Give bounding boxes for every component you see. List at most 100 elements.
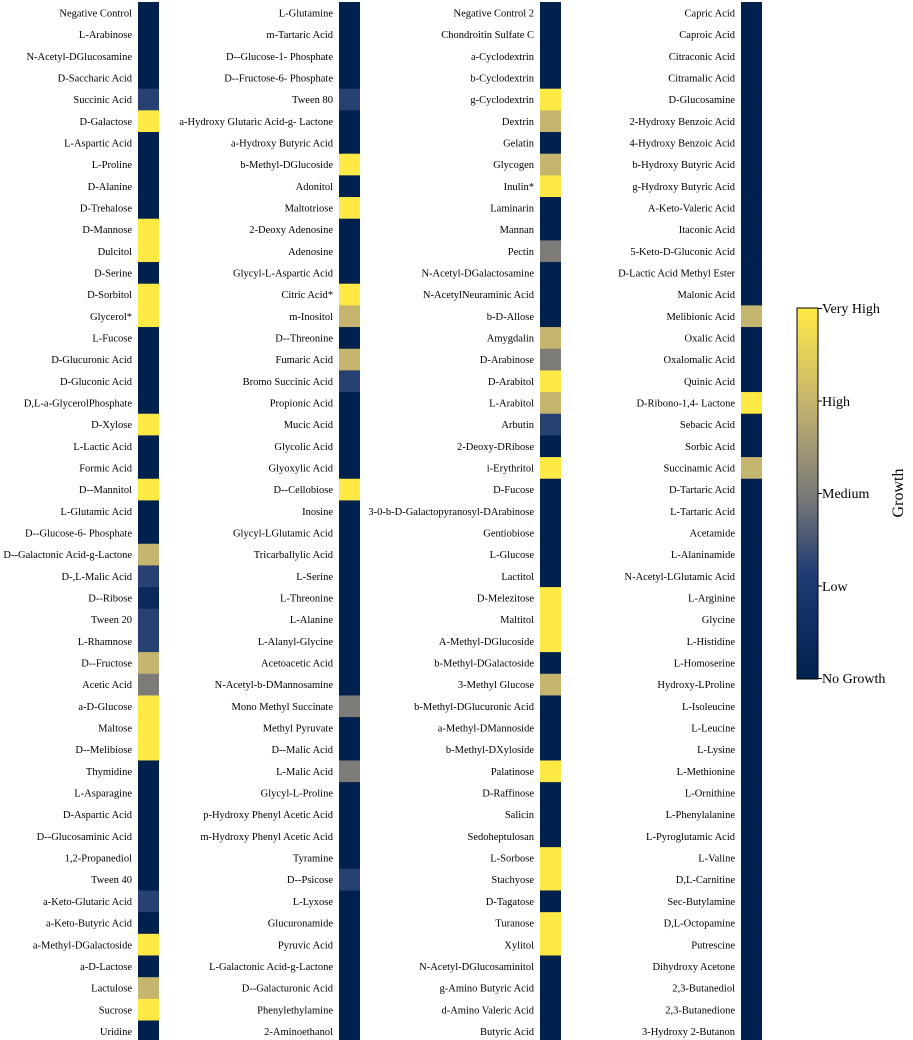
row-label: Acetic Acid (82, 680, 133, 691)
heatmap-cell (138, 825, 159, 848)
heatmap-cell (138, 565, 159, 588)
heatmap-cell (741, 218, 762, 241)
heatmap-cell (741, 67, 762, 90)
heatmap-cell (741, 868, 762, 891)
heatmap-cell (540, 977, 561, 1000)
heatmap-cell (540, 695, 561, 718)
row-label: Negative Control 2 (454, 8, 534, 19)
heatmap-cell (741, 240, 762, 263)
row-label: g-Amino Butyric Acid (440, 984, 535, 995)
heatmap-cell (138, 197, 159, 220)
row-label: D-Galactose (80, 117, 133, 128)
heatmap-cell (138, 435, 159, 458)
row-label: Propionic Acid (270, 399, 334, 410)
colorbar-gradient (796, 307, 819, 680)
heatmap-cell (741, 998, 762, 1021)
row-label: Oxalic Acid (685, 333, 736, 344)
row-label: D-Xylose (91, 420, 132, 431)
row-label: L-Galactonic Acid-g-Lactone (209, 962, 333, 973)
heatmap-cell (339, 543, 360, 566)
row-label: Glucuronamide (268, 919, 334, 930)
row-label: Thymidine (86, 767, 132, 778)
heatmap-cell (339, 327, 360, 350)
heatmap-columns: Negative Control L-Arabinose N-Acetyl-DGlu… (3, 2, 762, 1040)
row-label: Arbutin (501, 420, 534, 431)
heatmap-cell (540, 392, 561, 415)
heatmap-cell (339, 240, 360, 263)
heatmap-cell (741, 88, 762, 111)
heatmap-cell (339, 630, 360, 653)
row-label: A-Keto-Valeric Acid (648, 203, 736, 214)
heatmap-cell (138, 153, 159, 176)
row-label: L-Glucose (490, 550, 535, 561)
heatmap-cell (138, 587, 159, 610)
heatmap-cell (741, 522, 762, 545)
row-label: m-Hydroxy Phenyl Acetic Acid (200, 832, 333, 843)
row-label: D--Mannitol (79, 485, 132, 496)
row-label: Oxalomalic Acid (664, 355, 736, 366)
heatmap-cell (138, 998, 159, 1021)
row-label: Butyric Acid (480, 1027, 535, 1038)
row-label: L-Phenylalanine (666, 810, 736, 821)
row-label: D,L-Carnitine (676, 875, 736, 886)
heatmap-cell (339, 392, 360, 415)
heatmap-cell (741, 977, 762, 1000)
row-label: Turanose (495, 919, 534, 930)
row-label: Itaconic Acid (679, 225, 736, 236)
colorbar-label-medium: Medium (822, 487, 870, 502)
heatmap-cell (741, 45, 762, 68)
heatmap-cell (138, 1020, 159, 1040)
row-label: L-Alaninamide (671, 550, 735, 561)
row-label: Tween 20 (91, 615, 132, 626)
row-label: D-Serine (94, 268, 132, 279)
heatmap-cell (540, 847, 561, 870)
heatmap-cell (741, 435, 762, 458)
heatmap-cell (741, 955, 762, 978)
row-label: D-Raffinose (482, 789, 534, 800)
row-label: Gelatin (503, 138, 535, 149)
heatmap-cell (138, 240, 159, 263)
row-label: D-Melezitose (477, 594, 534, 605)
heatmap-cell (138, 673, 159, 696)
row-label: D-Saccharic Acid (58, 73, 133, 84)
row-label: Sorbic Acid (685, 442, 736, 453)
heatmap-cell (138, 955, 159, 978)
row-label: 2,3-Butanedione (665, 1005, 735, 1016)
row-label: L-Histidine (687, 637, 736, 648)
heatmap-cell (540, 955, 561, 978)
row-label: 2-Deoxy-DRibose (457, 442, 534, 453)
row-label: Glycogen (493, 160, 535, 171)
heatmap-cell (339, 132, 360, 155)
row-label: b-D-Allose (487, 312, 535, 323)
row-label: D-Glucosamine (669, 95, 736, 106)
heatmap-cell (540, 153, 561, 176)
row-label: b-Methyl-DGlucoside (240, 160, 333, 171)
row-label: Tyramine (293, 854, 333, 865)
row-label: D-Tartaric Acid (669, 485, 736, 496)
heatmap-cell (138, 457, 159, 480)
row-label: N-Acetyl-b-DMannosamine (215, 680, 334, 691)
row-label: D--Fructose (81, 659, 132, 670)
heatmap-cell (540, 348, 561, 371)
heatmap-cell (138, 652, 159, 675)
row-label: L-Malic Acid (276, 767, 334, 778)
heatmap-cell (339, 977, 360, 1000)
row-label: Methyl Pyruvate (263, 724, 334, 735)
row-label: Sec-Butylamine (667, 897, 735, 908)
row-label: D--Fructose-6- Phosphate (224, 73, 333, 84)
row-label: Mono Methyl Succinate (232, 702, 334, 713)
heatmap-cell (741, 175, 762, 198)
row-label: m-Tartaric Acid (266, 30, 333, 41)
row-label: Amygdalin (487, 333, 535, 344)
heatmap-cell (339, 695, 360, 718)
heatmap-cell (540, 88, 561, 111)
heatmap-cell (339, 565, 360, 588)
heatmap-cell (540, 327, 561, 350)
row-label: L-Homoserine (674, 659, 736, 670)
heatmap-cell (540, 565, 561, 588)
row-label: D--Galactonic Acid-g-Lactone (3, 550, 132, 561)
row-label: 3-Methyl Glucose (458, 680, 534, 691)
heatmap-cell (138, 305, 159, 328)
heatmap-cell (339, 933, 360, 956)
row-label: a-Hydroxy Glutaric Acid-g- Lactone (179, 117, 333, 128)
